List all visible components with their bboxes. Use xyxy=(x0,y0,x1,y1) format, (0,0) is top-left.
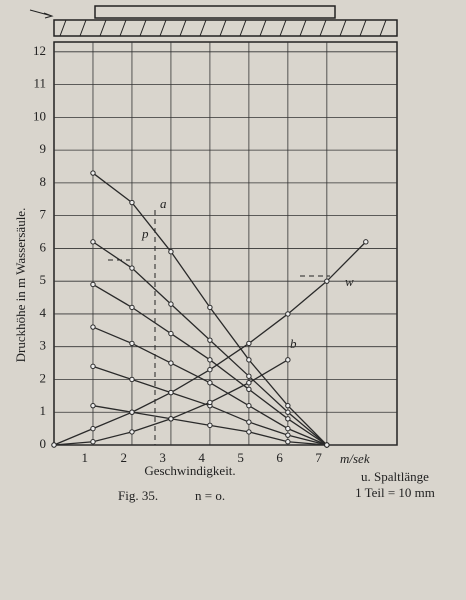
caption-condition: n = o. xyxy=(195,488,225,503)
hatched-wall xyxy=(29,5,398,37)
y-tick-label: 8 xyxy=(40,174,47,189)
annotation: a xyxy=(160,196,167,211)
point xyxy=(246,429,252,435)
x-tick-label: 2 xyxy=(120,450,127,465)
point xyxy=(168,301,174,307)
point xyxy=(90,324,96,330)
x-axis-label: Geschwindigkeit. xyxy=(144,463,235,478)
y-tick-label: 10 xyxy=(33,108,46,123)
side-note: u. Spaltlänge xyxy=(361,469,429,484)
point xyxy=(168,248,174,255)
point xyxy=(285,357,291,363)
point xyxy=(285,439,291,445)
point xyxy=(129,340,135,347)
annotation: b xyxy=(290,336,297,351)
point xyxy=(285,311,291,317)
point xyxy=(168,389,174,396)
y-axis-label: Druckhöhe in m Wassersäule. xyxy=(13,208,28,363)
x-tick-label: 1 xyxy=(81,450,88,465)
x-tick-label: 4 xyxy=(198,450,205,465)
point xyxy=(246,340,252,347)
point xyxy=(207,337,213,343)
point xyxy=(246,386,252,393)
y-tick-label: 9 xyxy=(40,141,47,156)
point xyxy=(324,442,330,448)
x-tick-label: 5 xyxy=(237,450,244,465)
point xyxy=(246,373,252,379)
y-tick-label: 5 xyxy=(40,272,47,287)
y-tick-label: 0 xyxy=(40,436,47,451)
scale-note: 1 Teil = 10 mm xyxy=(355,485,435,500)
point xyxy=(129,199,135,206)
point xyxy=(285,432,291,438)
point xyxy=(90,363,96,370)
point xyxy=(129,265,135,271)
caption: Fig. 35. xyxy=(118,488,158,503)
point xyxy=(285,409,291,415)
point xyxy=(324,278,330,284)
point xyxy=(90,402,96,409)
point xyxy=(285,402,291,409)
y-tick-label: 1 xyxy=(40,403,47,418)
x-tick-label: 7 xyxy=(315,450,322,465)
x-tick-label: 3 xyxy=(159,450,166,465)
point xyxy=(129,376,135,383)
y-tick-label: 2 xyxy=(40,370,47,385)
y-tick-label: 6 xyxy=(40,239,47,254)
point xyxy=(285,425,291,432)
point xyxy=(168,416,174,422)
point xyxy=(246,380,252,386)
point xyxy=(285,416,291,422)
point xyxy=(129,304,135,311)
y-tick-label: 12 xyxy=(33,43,46,58)
point xyxy=(246,419,252,425)
annotation: p xyxy=(141,226,149,241)
point xyxy=(363,239,369,245)
x-tick-label: 6 xyxy=(276,450,283,465)
x-unit: m/sek xyxy=(340,451,370,466)
point xyxy=(207,399,213,406)
point xyxy=(90,425,96,432)
point xyxy=(207,366,213,373)
point xyxy=(246,402,252,409)
y-tick-label: 4 xyxy=(40,305,47,320)
y-tick-label: 11 xyxy=(33,76,46,91)
point xyxy=(90,170,96,176)
point xyxy=(207,357,213,363)
point xyxy=(207,304,213,311)
point xyxy=(129,429,135,435)
point xyxy=(90,439,96,445)
point xyxy=(168,360,174,366)
point xyxy=(168,330,174,337)
y-tick-label: 3 xyxy=(40,338,47,353)
point xyxy=(90,239,96,245)
point xyxy=(90,281,96,288)
point xyxy=(51,442,57,448)
point xyxy=(207,422,213,429)
plot-frame xyxy=(53,41,398,446)
point xyxy=(246,357,252,363)
y-tick-label: 7 xyxy=(40,207,47,222)
point xyxy=(129,409,135,415)
point xyxy=(207,380,213,386)
